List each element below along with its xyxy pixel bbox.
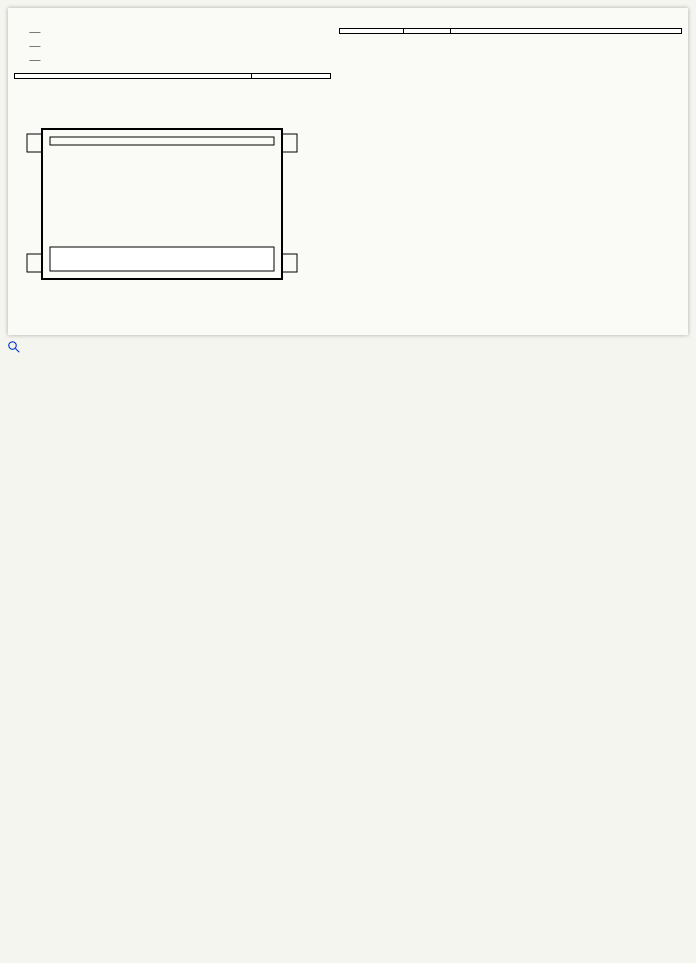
col-header	[403, 29, 450, 34]
fusebox-diagram	[14, 89, 331, 319]
enlarge-link[interactable]	[8, 341, 23, 353]
lamps-table	[14, 73, 331, 79]
page	[8, 8, 688, 335]
parts-list	[14, 26, 331, 67]
col-header	[251, 74, 330, 79]
magnify-icon	[8, 341, 20, 353]
list-item	[29, 40, 330, 54]
list-item	[29, 26, 330, 40]
col-header	[339, 29, 403, 34]
col-header	[450, 29, 681, 34]
list-item	[29, 54, 330, 68]
fuse-table	[339, 28, 682, 34]
columns	[14, 22, 682, 321]
col-header	[15, 74, 252, 79]
right-column	[339, 22, 682, 321]
left-column	[14, 22, 331, 321]
